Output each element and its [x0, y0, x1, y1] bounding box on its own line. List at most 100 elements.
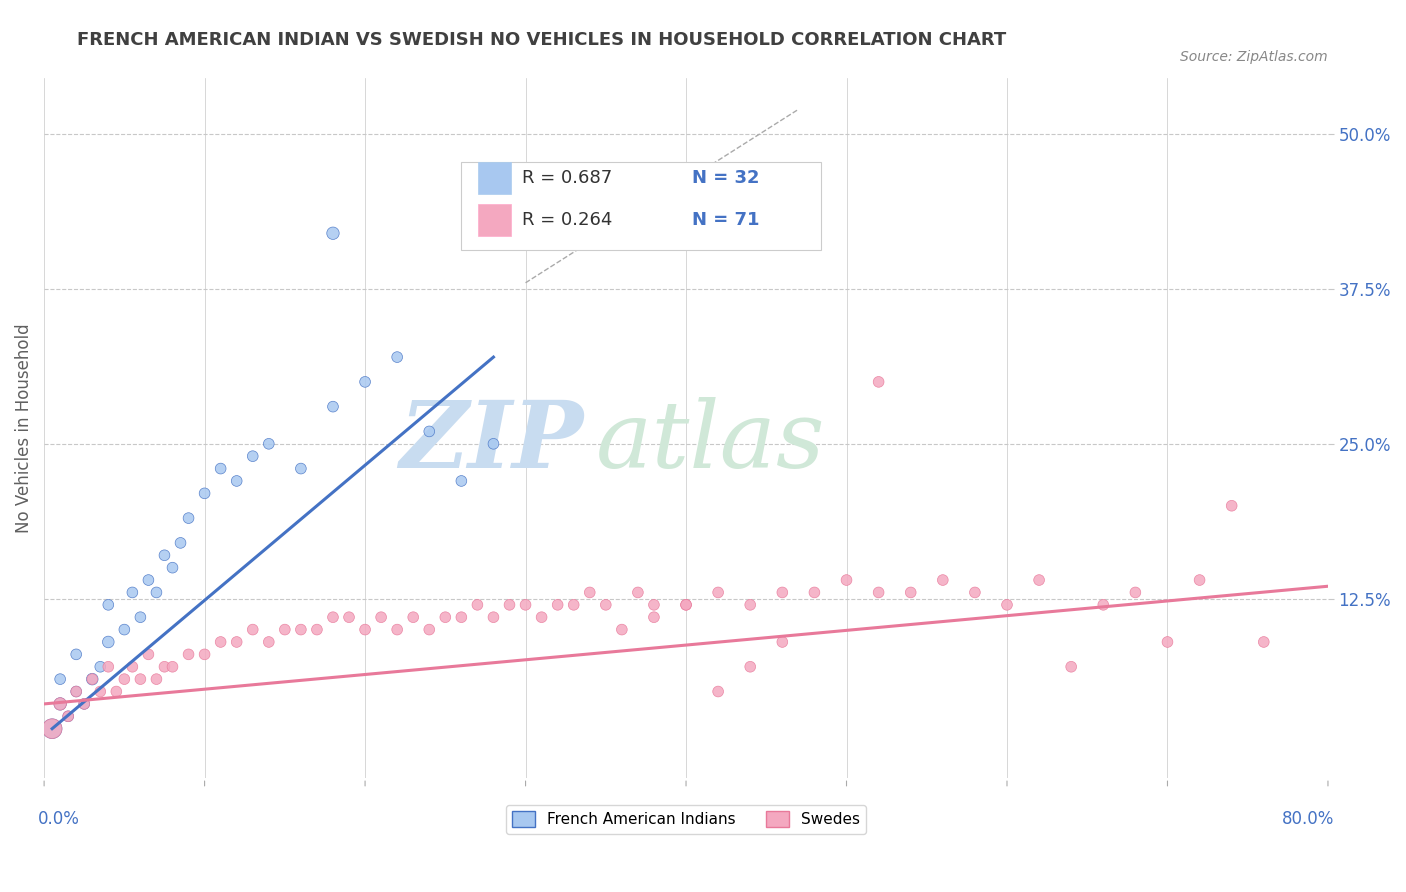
Point — [129, 610, 152, 624]
Point — [73, 697, 96, 711]
Point — [932, 573, 955, 587]
Point — [482, 610, 505, 624]
Point — [322, 226, 344, 240]
Point — [121, 659, 143, 673]
Point — [89, 659, 111, 673]
Point — [56, 709, 79, 723]
Text: ZIP: ZIP — [399, 397, 583, 487]
Point — [322, 400, 344, 414]
Point — [354, 375, 377, 389]
Point — [41, 722, 63, 736]
Point — [1028, 573, 1050, 587]
Point — [627, 585, 650, 599]
Point — [194, 648, 217, 662]
Point — [467, 598, 489, 612]
Point — [274, 623, 297, 637]
Point — [290, 623, 312, 637]
Point — [322, 610, 344, 624]
Point — [49, 672, 72, 686]
Text: FRENCH AMERICAN INDIAN VS SWEDISH NO VEHICLES IN HOUSEHOLD CORRELATION CHART: FRENCH AMERICAN INDIAN VS SWEDISH NO VEH… — [77, 31, 1007, 49]
Point — [153, 659, 176, 673]
Point — [105, 684, 128, 698]
Point — [49, 697, 72, 711]
Point — [868, 375, 890, 389]
Point — [129, 672, 152, 686]
Point — [49, 697, 72, 711]
Point — [209, 635, 232, 649]
Point — [1156, 635, 1178, 649]
Point — [82, 672, 104, 686]
Text: 0.0%: 0.0% — [38, 810, 80, 828]
Text: R = 0.264: R = 0.264 — [522, 211, 612, 229]
Text: N = 32: N = 32 — [692, 169, 761, 187]
Point — [177, 648, 200, 662]
Point — [1220, 499, 1243, 513]
Point — [434, 610, 457, 624]
Point — [162, 659, 184, 673]
Point — [1092, 598, 1115, 612]
Point — [643, 598, 665, 612]
Point — [354, 623, 377, 637]
Point — [290, 461, 312, 475]
Point — [707, 585, 730, 599]
FancyBboxPatch shape — [478, 203, 512, 235]
Point — [450, 474, 472, 488]
Point — [337, 610, 360, 624]
Text: atlas: atlas — [596, 397, 825, 487]
Point — [162, 560, 184, 574]
Point — [121, 585, 143, 599]
Point — [97, 598, 120, 612]
Point — [482, 437, 505, 451]
Point — [41, 722, 63, 736]
Point — [56, 709, 79, 723]
Point — [73, 697, 96, 711]
Point — [418, 425, 440, 439]
Text: N = 71: N = 71 — [692, 211, 761, 229]
Point — [385, 623, 408, 637]
Point — [370, 610, 392, 624]
Point — [675, 598, 697, 612]
Point — [138, 648, 160, 662]
Point — [402, 610, 425, 624]
Point — [145, 672, 167, 686]
Point — [547, 598, 569, 612]
Point — [65, 684, 87, 698]
Point — [707, 684, 730, 698]
Point — [450, 610, 472, 624]
Point — [385, 350, 408, 364]
Y-axis label: No Vehicles in Household: No Vehicles in Household — [15, 324, 32, 533]
Point — [242, 623, 264, 637]
Point — [112, 623, 135, 637]
Point — [97, 635, 120, 649]
Point — [169, 536, 191, 550]
Point — [153, 549, 176, 563]
Point — [498, 598, 520, 612]
FancyBboxPatch shape — [461, 162, 821, 250]
Point — [803, 585, 825, 599]
Point — [194, 486, 217, 500]
Point — [963, 585, 986, 599]
Point — [65, 648, 87, 662]
Point — [97, 659, 120, 673]
Point — [65, 684, 87, 698]
Point — [305, 623, 328, 637]
Point — [530, 610, 553, 624]
Point — [242, 449, 264, 463]
Point — [225, 635, 247, 649]
Point — [225, 474, 247, 488]
FancyBboxPatch shape — [478, 161, 512, 194]
Text: Source: ZipAtlas.com: Source: ZipAtlas.com — [1180, 51, 1327, 64]
Point — [138, 573, 160, 587]
Point — [82, 672, 104, 686]
Point — [515, 598, 537, 612]
Point — [145, 585, 167, 599]
Point — [770, 585, 793, 599]
Point — [1253, 635, 1275, 649]
Point — [868, 585, 890, 599]
Point — [675, 598, 697, 612]
Point — [112, 672, 135, 686]
Point — [418, 623, 440, 637]
Point — [257, 635, 280, 649]
Legend: French American Indians, Swedes: French American Indians, Swedes — [506, 805, 866, 833]
Point — [740, 659, 762, 673]
